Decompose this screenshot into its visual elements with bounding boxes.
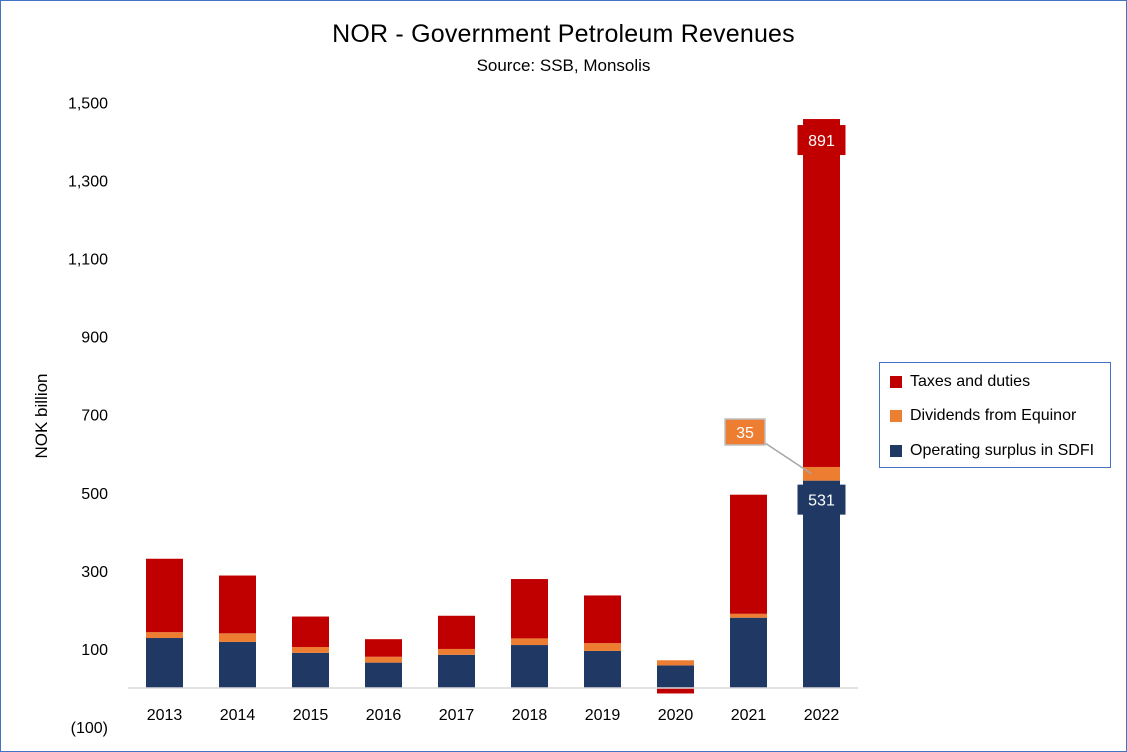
data-label-box: [724, 418, 766, 446]
bar-segment: [584, 650, 621, 688]
bar-segment: [657, 660, 694, 666]
bar-segment: [146, 632, 183, 639]
bar-segment: [584, 643, 621, 651]
x-tick-label: 2015: [293, 707, 329, 724]
y-tick-label: 300: [81, 564, 108, 581]
legend-swatch-dividends: [890, 410, 902, 422]
y-tick-label: 1,300: [68, 173, 108, 190]
x-tick-label: 2013: [147, 707, 183, 724]
bar-segment: [292, 652, 329, 688]
x-tick-label: 2020: [658, 707, 694, 724]
y-tick-label: 1,100: [68, 251, 108, 268]
legend-label-operating: Operating surplus in SDFI: [910, 442, 1095, 459]
bar-segment: [803, 480, 840, 688]
legend-swatch-operating: [890, 445, 902, 457]
bar-segment: [365, 656, 402, 663]
data-label-box: [797, 484, 846, 515]
x-tick-label: 2019: [585, 707, 621, 724]
chart-subtitle: Source: SSB, Monsolis: [476, 56, 651, 75]
bar-segment: [146, 558, 183, 633]
bar-segment: [438, 648, 475, 655]
x-tick-label: 2022: [804, 707, 840, 724]
data-label-leader: [764, 442, 812, 475]
bar-segment: [365, 662, 402, 688]
data-label-box: [797, 125, 846, 156]
bar-segment: [511, 645, 548, 688]
bar-segment: [292, 646, 329, 653]
legend-swatch-taxes: [890, 376, 902, 388]
legend-label-taxes: Taxes and duties: [910, 373, 1031, 390]
x-tick-label: 2021: [731, 707, 767, 724]
bar-segment: [730, 494, 767, 614]
legend-item-taxes: Taxes and duties: [890, 372, 1030, 392]
x-tick-label: 2016: [366, 707, 402, 724]
y-tick-label: 900: [81, 330, 108, 347]
data-label: 531: [808, 493, 835, 510]
bar-segment: [219, 641, 256, 688]
y-tick-label: 1,500: [68, 95, 108, 112]
bar-segment: [219, 575, 256, 634]
y-tick-label: 700: [81, 408, 108, 425]
legend-label-dividends: Dividends from Equinor: [910, 407, 1077, 424]
bar-segment: [219, 633, 256, 642]
bar-segment: [438, 654, 475, 688]
bar-segment: [730, 617, 767, 688]
legend-item-operating: Operating surplus in SDFI: [890, 441, 1094, 461]
x-tick-label: 2017: [439, 707, 475, 724]
data-label: 35: [736, 425, 754, 442]
bar-segment: [146, 638, 183, 688]
x-tick-label: 2014: [220, 707, 256, 724]
bar-segment: [292, 616, 329, 647]
bar-segment: [803, 466, 840, 481]
bar-segment: [365, 639, 402, 657]
chart-title: NOR - Government Petroleum Revenues: [332, 20, 795, 48]
bar-segment: [657, 688, 694, 694]
legend-item-dividends: Dividends from Equinor: [890, 406, 1076, 426]
bar-segment: [657, 665, 694, 688]
data-label: 891: [808, 133, 835, 150]
bar-segment: [511, 638, 548, 646]
bar-segment: [584, 595, 621, 644]
y-axis-label: NOK billion: [32, 373, 51, 458]
bar-segment: [511, 579, 548, 639]
bar-segment: [803, 119, 840, 467]
y-tick-label: (100): [71, 720, 108, 737]
x-tick-label: 2018: [512, 707, 548, 724]
y-tick-label: 100: [81, 642, 108, 659]
legend: Taxes and duties Dividends from Equinor …: [879, 362, 1111, 468]
bar-segment: [438, 615, 475, 649]
bar-segment: [730, 613, 767, 618]
y-tick-label: 500: [81, 486, 108, 503]
